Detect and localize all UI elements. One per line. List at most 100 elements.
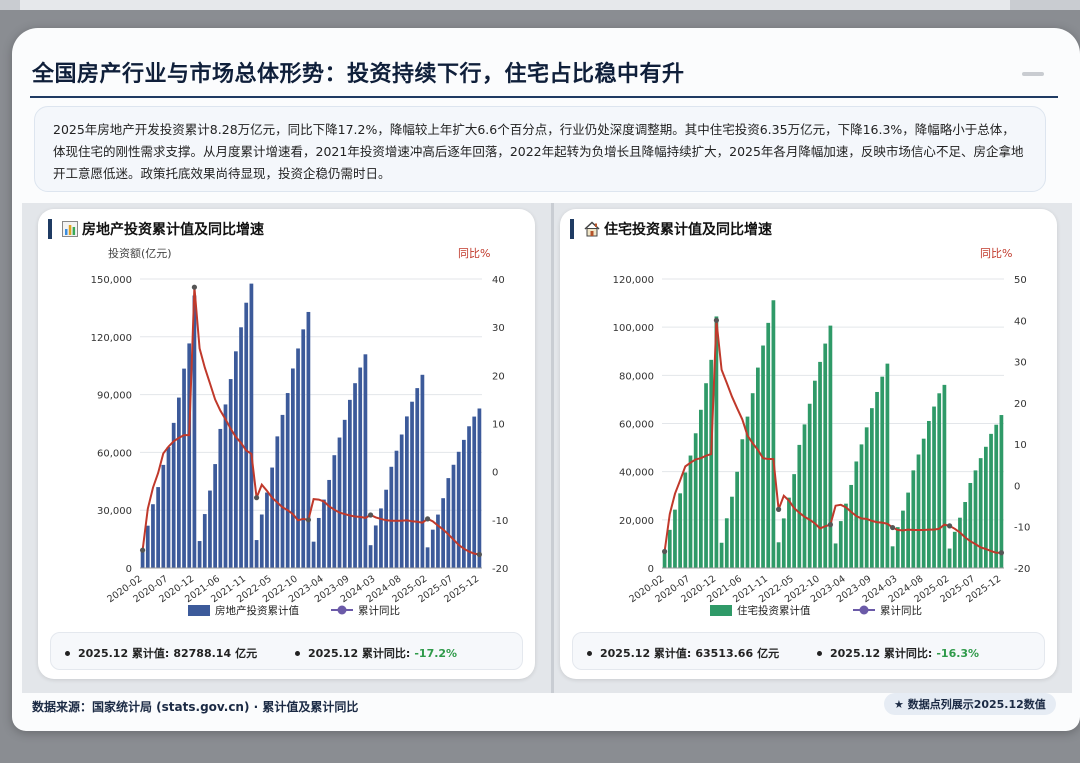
top-strip: [0, 0, 1080, 10]
panel-header: 住宅投资累计值及同比增速: [570, 219, 772, 239]
bar: [182, 368, 186, 568]
panel-header: 房地产投资累计值及同比增速: [48, 219, 264, 239]
bullet-dot: [295, 650, 300, 656]
data-source: 数据来源：国家统计局 (stats.gov.cn) · 累计值及累计同比: [32, 700, 359, 714]
panel-accent-bar: [570, 219, 574, 239]
panel-residential-investment: 住宅投资累计值及同比增速 同比% 0 20,000 40,000 60,000 80,00…: [560, 209, 1057, 679]
bar: [285, 393, 290, 568]
bar: [140, 548, 145, 568]
stat-label: 2025.12 累计同比:: [308, 647, 411, 660]
bar: [213, 464, 218, 568]
stats-bar: 2025.12 累计值: 82788.14 亿元 2025.12 累计同比: -…: [50, 632, 523, 670]
bar: [802, 424, 807, 568]
y-tick-label: 120,000: [613, 275, 654, 286]
bar: [373, 525, 378, 568]
bar: [973, 470, 978, 568]
legend-bar-label: 房地产投资累计值: [215, 604, 299, 617]
bar: [233, 351, 238, 568]
bar: [983, 446, 988, 568]
bar: [781, 518, 786, 568]
bar: [662, 550, 667, 568]
y2-tick-label: -10: [1014, 523, 1030, 534]
yoy-marker: [998, 550, 1005, 556]
bar: [430, 529, 435, 568]
panel-accent-bar: [48, 219, 52, 239]
bar: [161, 464, 166, 568]
y2-tick-label: 30: [1014, 358, 1027, 369]
bar: [797, 444, 802, 568]
bar: [792, 474, 797, 568]
bar: [306, 311, 311, 568]
house-icon: [584, 221, 600, 237]
y2-axis-title: 同比%: [980, 247, 1012, 260]
legend-line-label: 累计同比: [880, 604, 922, 617]
yoy-marker: [139, 547, 146, 553]
bar: [151, 504, 155, 568]
bar: [719, 542, 724, 568]
panel-divider: [551, 203, 554, 693]
bar: [849, 484, 854, 568]
bar: [880, 376, 885, 568]
bar: [921, 438, 926, 568]
y-tick-label: 0: [648, 564, 654, 575]
report-card: 全国房产行业与市场总体形势：投资持续下行，住宅占比稳中有升 2025年房地产开发…: [12, 28, 1080, 731]
bar: [145, 525, 150, 568]
yoy-marker: [253, 495, 260, 501]
y2-tick-label: -20: [492, 564, 508, 575]
bar: [885, 363, 890, 568]
bar: [415, 388, 420, 568]
bar: [724, 518, 729, 568]
yoy-marker: [827, 522, 834, 528]
y2-tick-label: -20: [1014, 564, 1030, 575]
legend-bar-swatch: [188, 605, 210, 616]
stats-bar: 2025.12 累计值: 63513.66 亿元 2025.12 累计同比: -…: [572, 632, 1045, 670]
bar: [363, 354, 368, 568]
window-gripper[interactable]: [1022, 72, 1044, 76]
yoy-line: [141, 287, 480, 556]
bar: [766, 322, 771, 568]
stat-cumulative: 2025.12 累计值: 63513.66 亿元: [587, 645, 779, 661]
yoy-marker: [775, 506, 782, 512]
chart-residential-investment: 同比% 0 20,000 40,000 60,000 80,000 100,000 120,0…: [613, 247, 1031, 617]
y-tick-label: 60,000: [97, 448, 132, 459]
bar: [425, 547, 430, 568]
bar: [192, 295, 197, 568]
bar: [441, 498, 446, 568]
bar: [347, 399, 352, 568]
stat-yoy-value: -16.3%: [936, 646, 980, 660]
bar: [735, 471, 740, 568]
bar: [683, 472, 688, 568]
y2-tick-label: 20: [1014, 399, 1027, 410]
bar: [688, 455, 693, 568]
bar: [290, 368, 295, 568]
bar: [937, 393, 942, 568]
bar: [755, 367, 760, 568]
bar: [327, 479, 332, 568]
bar: [337, 437, 342, 568]
bar: [911, 470, 916, 568]
stat-label: 2025.12 累计值:: [78, 647, 170, 660]
bar: [404, 416, 409, 568]
bar: [932, 406, 936, 568]
bar: [316, 517, 321, 568]
bar: [958, 517, 962, 568]
bar: [171, 422, 176, 568]
bar: [311, 541, 316, 568]
bar: [254, 540, 259, 568]
bar: [477, 408, 482, 568]
yoy-marker: [191, 284, 198, 290]
bar: [218, 428, 223, 568]
bar: [926, 420, 931, 568]
y2-axis-title: 同比%: [458, 247, 490, 260]
bar: [249, 283, 254, 568]
bar: [265, 492, 269, 568]
bar: [197, 541, 202, 568]
bar: [270, 467, 275, 568]
bar: [342, 419, 347, 568]
stat-label: 2025.12 累计同比:: [830, 647, 933, 660]
bar-chart-icon: [62, 221, 78, 237]
stat-yoy-value: -17.2%: [414, 646, 458, 660]
bar: [456, 451, 461, 568]
bar: [259, 514, 264, 568]
bar: [818, 361, 822, 568]
